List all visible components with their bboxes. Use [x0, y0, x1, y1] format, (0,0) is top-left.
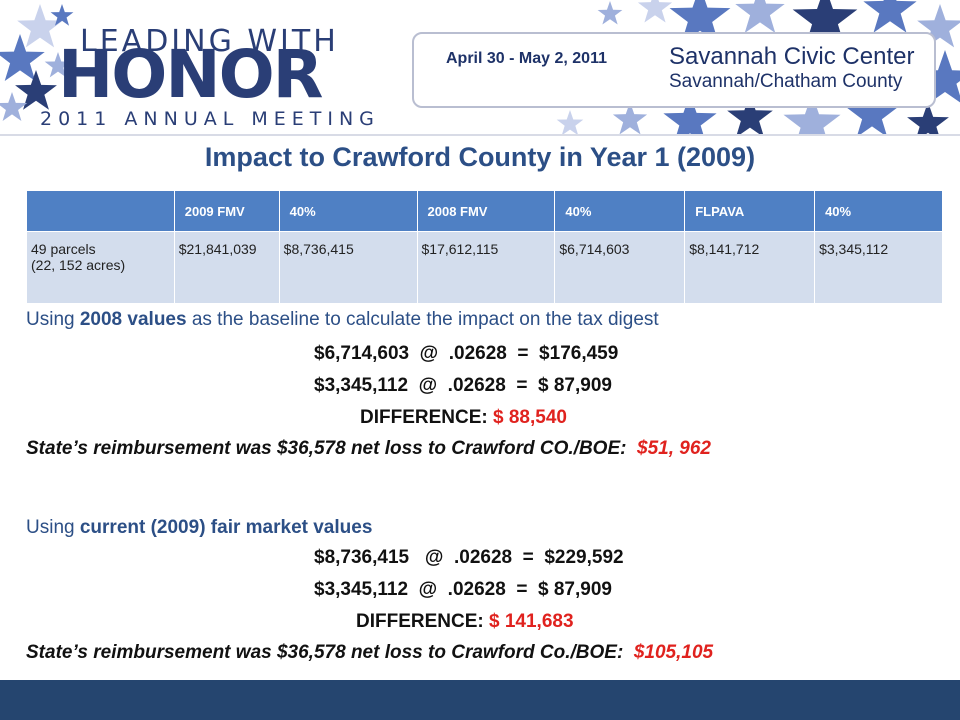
section2-reimb-value: $105,105: [633, 642, 714, 663]
table-cell: $8,141,712: [684, 231, 816, 304]
section1-calc-flpava: $3,345,112 @ .02628 = $ 87,909: [314, 375, 612, 396]
table-header-cell: 40%: [278, 190, 418, 232]
table-cell: $21,841,039: [173, 231, 280, 304]
section1-intro-bold: 2008 values: [79, 309, 187, 330]
section1-diff-value: $ 88,540: [493, 407, 567, 428]
header-divider: [0, 134, 960, 136]
section1-diff-label: DIFFERENCE:: [360, 407, 493, 428]
table-header-cell: [26, 190, 175, 232]
section2-reimbursement: State’s reimbursement was $36,578 net lo…: [26, 641, 713, 665]
table-cell: $6,714,603: [554, 231, 686, 304]
table-header-cell: FLPAVA: [684, 190, 816, 232]
acreage: (22, 152 acres): [31, 257, 126, 273]
section2-calc-fmv: $8,736,415 @ .02628 = $229,592: [314, 547, 624, 568]
event-county: Savannah/Chatham County: [669, 71, 903, 92]
parcel-count: 49 parcels: [31, 241, 96, 257]
footer-bar: [0, 680, 960, 720]
event-info-box: April 30 - May 2, 2011 Savannah Civic Ce…: [412, 32, 936, 108]
section2-intro: Using current (2009) fair market values: [26, 516, 372, 540]
section1-difference: DIFFERENCE: $ 88,540: [360, 406, 567, 430]
logo-leading-with: LEADING WITH: [80, 24, 339, 59]
header-banner: LEADING WITH HONOR 2011 ANNUAL MEETING A…: [0, 0, 960, 135]
section2-intro-bold: current (2009) fair market values: [79, 517, 373, 538]
table-row: 49 parcels (22, 152 acres) $21,841,039 $…: [26, 231, 943, 304]
logo-honor: HONOR: [58, 36, 324, 113]
table-header-cell: 2008 FMV: [416, 190, 556, 232]
section1-intro-post: as the baseline to calculate the impact …: [186, 309, 659, 330]
table-cell-label: 49 parcels (22, 152 acres): [26, 231, 175, 304]
section1-intro-pre: Using: [26, 309, 80, 330]
section1-intro: Using 2008 values as the baseline to cal…: [26, 308, 659, 332]
table-cell: $17,612,115: [416, 231, 556, 304]
section1-calc-fmv: $6,714,603 @ .02628 = $176,459: [314, 343, 619, 364]
section2-difference: DIFFERENCE: $ 141,683: [356, 610, 574, 634]
section1-reimbursement: State’s reimbursement was $36,578 net lo…: [26, 437, 711, 461]
table-header-cell: 40%: [814, 190, 943, 232]
table-cell: $8,736,415: [278, 231, 418, 304]
table-header-row: 2009 FMV 40% 2008 FMV 40% FLPAVA 40%: [26, 190, 943, 232]
table-cell: $3,345,112: [814, 231, 943, 304]
table-header-cell: 2009 FMV: [173, 190, 280, 232]
event-venue: Savannah Civic Center: [669, 43, 915, 70]
section1-reimb-value: $51, 962: [637, 438, 711, 459]
slide-title: Impact to Crawford County in Year 1 (200…: [204, 142, 756, 172]
logo-annual-meeting: 2011 ANNUAL MEETING: [40, 108, 380, 130]
impact-table: 2009 FMV 40% 2008 FMV 40% FLPAVA 40% 49 …: [26, 190, 943, 304]
section2-diff-label: DIFFERENCE:: [356, 611, 489, 632]
section2-calc-flpava: $3,345,112 @ .02628 = $ 87,909: [314, 579, 612, 600]
section2-intro-pre: Using: [26, 517, 80, 538]
section2-reimb-text: State’s reimbursement was $36,578 net lo…: [26, 642, 634, 663]
event-dates: April 30 - May 2, 2011: [446, 50, 607, 67]
section1-reimb-text: State’s reimbursement was $36,578 net lo…: [26, 438, 638, 459]
table-header-cell: 40%: [554, 190, 686, 232]
section2-diff-value: $ 141,683: [489, 611, 574, 632]
